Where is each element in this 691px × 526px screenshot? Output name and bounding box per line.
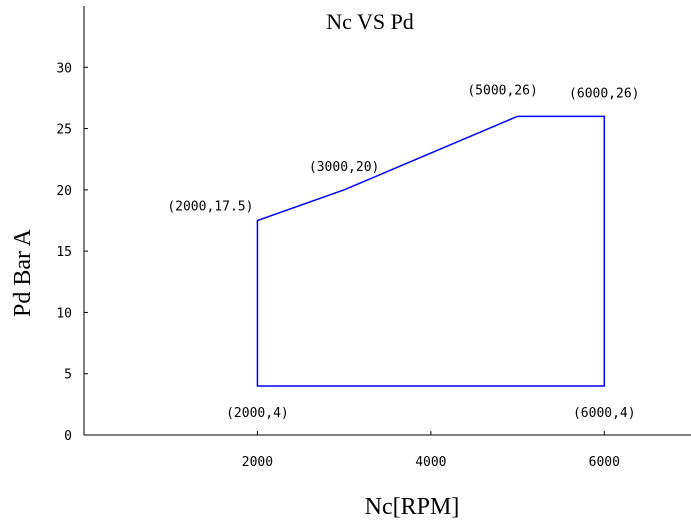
y-tick-label: 5: [64, 368, 72, 383]
annotations: (2000,17.5) (3000,20) (5000,26) (6000,26) (2…: [167, 83, 639, 421]
y-tick-label: 20: [56, 184, 72, 199]
point-annotation: (5000,26): [467, 83, 537, 98]
ticks: 0 5 10 15 20 25 30 2000 4000 6000: [56, 61, 620, 470]
y-tick-label: 30: [56, 61, 72, 76]
y-tick-label: 0: [64, 429, 72, 444]
x-tick-label: 2000: [242, 455, 273, 470]
axes: [83, 6, 691, 436]
chart-title: Nc VS Pd: [326, 9, 414, 34]
y-axis-title: Pd Bar A: [10, 228, 36, 317]
x-tick-label: 4000: [415, 455, 446, 470]
point-annotation: (6000,4): [573, 406, 636, 421]
x-tick-label: 6000: [589, 455, 620, 470]
point-annotation: (3000,20): [309, 160, 379, 175]
point-annotation: (6000,26): [569, 86, 639, 101]
point-annotation: (2000,17.5): [167, 200, 253, 215]
y-tick-label: 25: [56, 123, 72, 138]
y-tick-label: 10: [56, 306, 72, 321]
series-line: [256, 115, 606, 387]
y-tick-label: 15: [56, 245, 72, 260]
x-axis-title: Nc[RPM]: [365, 494, 460, 520]
series: [256, 115, 606, 387]
point-annotation: (2000,4): [226, 406, 289, 421]
